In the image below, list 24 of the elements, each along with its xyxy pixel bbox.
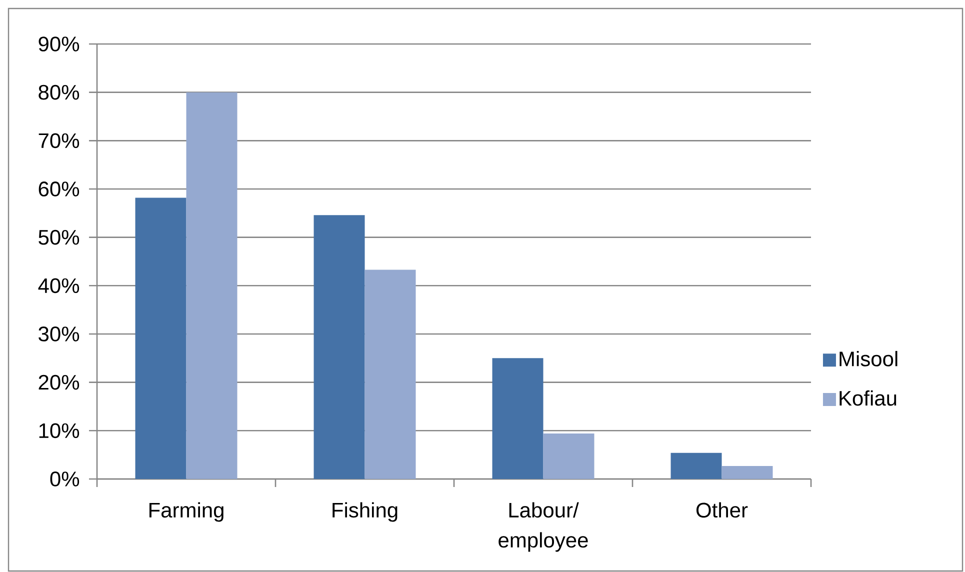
y-tick-label: 0% [50, 472, 80, 486]
x-tick-label: Labour/ employee [498, 502, 588, 552]
bar [670, 452, 722, 479]
bar [314, 215, 365, 479]
y-tick-label: 50% [38, 230, 80, 245]
bar [722, 466, 773, 479]
y-tick-label: 80% [38, 84, 80, 100]
bar [543, 434, 594, 479]
x-tick-label: Farming [149, 502, 224, 522]
x-tick-label: Other [696, 502, 748, 518]
y-tick-label: 20% [38, 374, 80, 390]
legend-label: Misool [840, 350, 898, 366]
x-tick-label: Fishing [332, 502, 398, 522]
legend-label: Kofiau [840, 390, 896, 406]
y-tick-label: 40% [38, 278, 80, 294]
y-tick-label: 60% [38, 182, 80, 196]
bar [186, 92, 238, 479]
y-tick-label: 10% [39, 423, 80, 438]
bar [492, 358, 544, 479]
y-tick-label: 30% [38, 326, 80, 342]
y-tick-label: 70% [38, 133, 80, 148]
y-tick-label: 90% [38, 36, 80, 52]
bar [135, 198, 186, 479]
bar [364, 270, 416, 479]
